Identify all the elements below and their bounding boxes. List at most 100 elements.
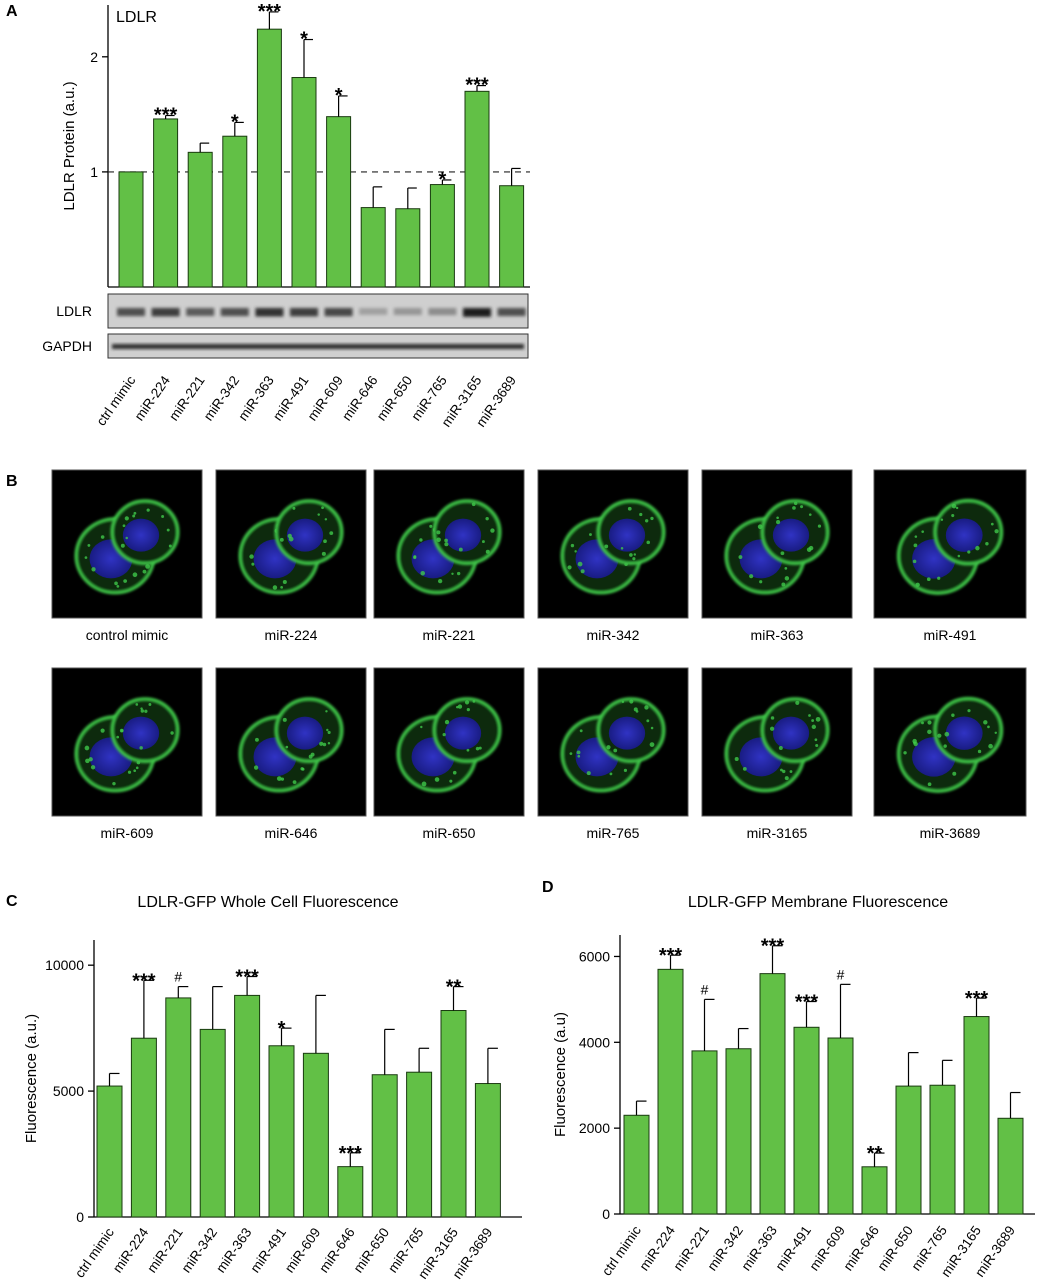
cell-vesicle: [456, 705, 459, 709]
micrograph-grid: control mimic miR-224 miR-221 miR-342 miR-36…: [51, 469, 1027, 841]
cell-vesicle: [485, 516, 489, 521]
significance-d-mir-3165: ***: [965, 988, 989, 1010]
micrograph-caption: miR-609: [101, 825, 154, 841]
cell-vesicle: [464, 700, 470, 705]
cell-vesicle: [282, 717, 287, 722]
cell-vesicle: [420, 570, 425, 576]
cell-vesicle: [322, 742, 327, 747]
significance-d-mir-363: ***: [761, 936, 785, 958]
cell-vesicle: [734, 756, 739, 761]
cell-vesicle: [471, 502, 476, 507]
cell-vesicle: [913, 741, 918, 747]
cell-vesicle: [146, 508, 150, 512]
cell-vesicle: [977, 749, 982, 754]
cell-nucleus: [444, 518, 482, 552]
cell-vesicle: [144, 709, 148, 713]
cell-vesicle: [116, 584, 120, 588]
cell-vesicle: [282, 579, 287, 585]
cell-vesicle: [913, 543, 918, 548]
cell-vesicle: [569, 752, 573, 755]
panel-label-a: A: [6, 3, 18, 20]
micrograph-mir-3165: miR-3165: [701, 667, 853, 841]
cell-vesicle: [749, 574, 754, 579]
cell-vesicle: [632, 557, 636, 561]
bar-d-mir-3165: [963, 1016, 990, 1215]
bar-d-mir-224: [657, 968, 684, 1215]
cell-vesicle: [434, 777, 440, 782]
blot-band-ldlr: [220, 308, 249, 317]
cell-vesicle: [985, 542, 989, 546]
blot-band-ldlr: [324, 308, 353, 317]
cell-vesicle: [456, 571, 461, 576]
chart-d-y-tick-label: 0: [602, 1206, 610, 1222]
cell-vesicle: [955, 506, 959, 510]
panel-label-c: C: [6, 893, 18, 910]
cell-vesicle: [323, 539, 327, 544]
cell-vesicle: [606, 745, 611, 750]
blot-band-ldlr: [117, 308, 145, 317]
significance-d-mir-221: #: [701, 981, 709, 997]
cell-vesicle: [87, 544, 91, 547]
cell-vesicle: [782, 769, 786, 774]
cell-vesicle: [321, 506, 324, 510]
significance-a-mir-342: *: [231, 111, 239, 133]
cell-vesicle: [276, 776, 282, 781]
micrograph-mir-224: miR-224: [215, 469, 367, 643]
cell-vesicle: [287, 533, 292, 539]
cell-vesicle: [604, 544, 609, 549]
chart-d-y-tick-label: 6000: [579, 948, 610, 964]
cell-vesicle: [116, 735, 120, 739]
cell-vesicle: [413, 555, 417, 560]
cell-vesicle: [451, 572, 454, 575]
cell-vesicle: [808, 513, 812, 516]
micrograph-mir-342: miR-342: [537, 469, 689, 643]
cell-vesicle: [567, 565, 572, 570]
cell-vesicle: [646, 540, 651, 545]
cell-vesicle: [589, 533, 592, 536]
cell-vesicle: [951, 503, 957, 509]
cell-vesicle: [326, 728, 329, 732]
micrograph-mir-609: miR-609: [51, 667, 203, 841]
cell-vesicle: [613, 748, 618, 753]
cell-vesicle: [781, 582, 786, 587]
bar-c-ctrl-mimic: [96, 1085, 123, 1218]
cell-vesicle: [170, 731, 174, 735]
micrograph-mir-765: miR-765: [537, 667, 689, 841]
cell-vesicle: [84, 556, 88, 559]
cell-vesicle: [317, 513, 320, 516]
cell-vesicle: [609, 772, 613, 776]
cell-vesicle: [444, 719, 450, 725]
cell-vesicle: [91, 567, 96, 572]
cell-vesicle: [994, 529, 999, 534]
cell-nucleus: [772, 716, 810, 750]
cell-vesicle: [629, 553, 633, 557]
cell-vesicle: [644, 519, 649, 523]
cell-vesicle: [951, 713, 955, 718]
cell-vesicle: [251, 562, 255, 566]
cell-vesicle: [475, 746, 480, 751]
bar-c-mir-646: [337, 1166, 364, 1218]
blot-label-ldlr: LDLR: [56, 303, 92, 319]
cell-vesicle: [100, 535, 105, 539]
chart-c-y-axis-label: Fluorescence (a.u.): [23, 1014, 40, 1143]
micrograph-mir-491: miR-491: [873, 469, 1027, 643]
bar-a-mir-3165: [464, 90, 490, 288]
cell-vesicle: [815, 743, 819, 748]
bar-d-mir-765: [929, 1084, 956, 1215]
cell-vesicle: [570, 543, 575, 548]
cell-vesicle: [990, 522, 994, 526]
cell-vesicle: [646, 719, 650, 723]
western-blot: LDLR GAPDH: [42, 293, 529, 359]
cell-vesicle: [324, 518, 328, 521]
micrograph-caption: miR-363: [751, 627, 804, 643]
micrograph-caption: control mimic: [86, 627, 168, 643]
cell-vesicle: [279, 537, 284, 542]
cell-vesicle: [650, 726, 654, 730]
cell-vesicle: [119, 728, 124, 733]
cell-vesicle: [142, 569, 147, 574]
cell-vesicle: [987, 725, 990, 729]
cell-vesicle: [123, 579, 127, 583]
blot-band-ldlr: [290, 308, 318, 317]
cell-vesicle: [132, 514, 136, 518]
micrograph-caption: miR-342: [587, 627, 640, 643]
